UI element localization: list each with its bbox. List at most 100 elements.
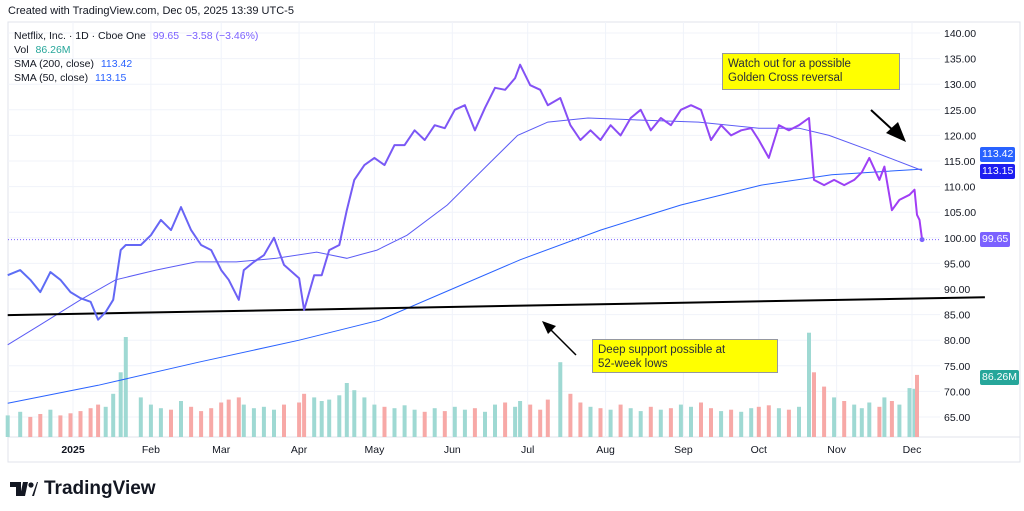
volume-bar bbox=[859, 408, 864, 437]
volume-bar bbox=[189, 406, 194, 437]
price-chart[interactable]: 140.00 135.00 130.00 125.00 120.00 115.00 110.… bbox=[0, 0, 1024, 470]
volume-bar bbox=[111, 393, 116, 437]
y-tick-label: 125.00 bbox=[944, 105, 976, 117]
volume-bar bbox=[786, 409, 791, 437]
volume-bar bbox=[618, 404, 623, 437]
volume-bar bbox=[68, 413, 73, 437]
volume-bar bbox=[689, 406, 693, 437]
y-tick-label: 110.00 bbox=[944, 182, 975, 194]
volume-bar bbox=[18, 411, 23, 437]
volume-tag: 86.26M bbox=[980, 370, 1020, 385]
volume-bar bbox=[668, 408, 673, 437]
tradingview-logo[interactable]: TradingView bbox=[10, 478, 156, 500]
x-tick-label: 2025 bbox=[61, 444, 85, 456]
volume-bar bbox=[312, 397, 317, 437]
x-tick-label: Nov bbox=[827, 444, 846, 456]
volume-bar bbox=[877, 406, 882, 437]
x-tick-label: Sep bbox=[674, 444, 693, 456]
volume-bar bbox=[719, 411, 724, 437]
volume-bar bbox=[123, 337, 128, 437]
y-tick-label: 105.00 bbox=[944, 207, 976, 219]
sma50-label: SMA (50, close) bbox=[14, 72, 89, 84]
volume-bar bbox=[362, 397, 367, 437]
volume-bar bbox=[797, 406, 801, 437]
volume-bar bbox=[226, 399, 231, 437]
legend-symbol-row: Netflix, Inc. · 1D · Cboe One 99.65 −3.5… bbox=[14, 30, 258, 42]
volume-bar bbox=[236, 397, 241, 437]
volume-bar bbox=[749, 408, 754, 437]
volume-bar bbox=[897, 404, 902, 437]
x-tick-label: Mar bbox=[212, 444, 231, 456]
y-tick-label: 70.00 bbox=[944, 386, 970, 398]
x-tick-label: Dec bbox=[903, 444, 922, 456]
x-tick-label: Feb bbox=[142, 444, 160, 456]
y-tick-label: 80.00 bbox=[944, 335, 970, 347]
volume-label: Vol bbox=[14, 44, 29, 56]
volume-bar bbox=[568, 393, 573, 437]
y-tick-label: 140.00 bbox=[944, 28, 976, 40]
x-tick-label: Oct bbox=[751, 444, 767, 456]
last-price-tag: 99.65 bbox=[980, 232, 1011, 247]
volume-bar bbox=[319, 401, 324, 437]
volume-bar bbox=[812, 372, 816, 437]
volume-bar bbox=[344, 383, 349, 437]
volume-bar bbox=[608, 409, 613, 437]
price-change: −3.58 (−3.46%) bbox=[186, 30, 259, 42]
volume-bar bbox=[867, 402, 872, 437]
sma200-value: 113.42 bbox=[100, 58, 133, 70]
volume-bar bbox=[372, 404, 377, 437]
volume-bar bbox=[138, 397, 143, 437]
sma50-price-tag: 113.15 bbox=[980, 164, 1016, 179]
arrow-to-support[interactable] bbox=[542, 321, 577, 356]
legend-volume-row: Vol 86.26M bbox=[14, 44, 71, 56]
volume-bar bbox=[588, 406, 593, 437]
volume-bar bbox=[452, 406, 457, 437]
volume-value: 86.26M bbox=[35, 44, 71, 56]
volume-bar bbox=[442, 411, 447, 437]
volume-bar bbox=[148, 404, 153, 437]
volume-bar bbox=[179, 401, 183, 437]
annotation-golden-cross[interactable]: Watch out for a possible Golden Cross re… bbox=[722, 53, 900, 90]
volume-bar bbox=[578, 402, 583, 437]
y-tick-label: 65.00 bbox=[944, 412, 970, 424]
volume-bar bbox=[638, 411, 643, 437]
volume-bar bbox=[739, 411, 744, 437]
volume-bar bbox=[48, 409, 53, 437]
volume-bar bbox=[658, 409, 663, 437]
y-tick-label: 115.00 bbox=[944, 156, 975, 168]
volume-bar bbox=[241, 404, 246, 437]
volume-bar bbox=[382, 406, 387, 437]
time-axis: 2025 Feb Mar Apr May Jun Jul Aug Sep Oct Nov Dec bbox=[61, 444, 921, 456]
volume-bar bbox=[337, 395, 342, 437]
sma-50-line bbox=[7, 117, 923, 346]
x-tick-label: May bbox=[365, 444, 386, 456]
y-tick-label: 95.00 bbox=[944, 258, 970, 270]
volume-bar bbox=[598, 408, 603, 437]
sma200-label: SMA (200, close) bbox=[14, 58, 94, 70]
y-tick-label: 90.00 bbox=[944, 284, 970, 296]
volume-bar bbox=[907, 388, 912, 437]
arrow-to-crossover[interactable] bbox=[870, 109, 906, 142]
last-price: 99.65 bbox=[152, 30, 180, 42]
volume-bar bbox=[38, 414, 43, 437]
symbol-name: Netflix, Inc. · 1D · Cboe One bbox=[14, 30, 146, 42]
volume-bar bbox=[756, 406, 761, 437]
x-tick-label: Jun bbox=[444, 444, 461, 456]
volume-bar bbox=[402, 405, 407, 437]
volume-bar bbox=[699, 402, 703, 437]
annotation-support[interactable]: Deep support possible at 52-week lows bbox=[592, 339, 778, 373]
support-trendline[interactable] bbox=[7, 296, 985, 317]
volume-bar bbox=[729, 409, 734, 437]
volume-bar bbox=[78, 411, 83, 437]
volume-bar bbox=[776, 408, 781, 437]
volume-bar bbox=[422, 411, 427, 437]
volume-bar bbox=[209, 408, 214, 437]
volume-bar bbox=[483, 411, 487, 437]
volume-bar bbox=[842, 401, 847, 437]
volume-bar bbox=[545, 399, 550, 437]
volume-bar bbox=[282, 404, 286, 437]
last-price-dot bbox=[919, 237, 925, 243]
volume-bar bbox=[538, 409, 543, 437]
volume-bar bbox=[766, 405, 771, 437]
volume-bar bbox=[28, 416, 33, 437]
